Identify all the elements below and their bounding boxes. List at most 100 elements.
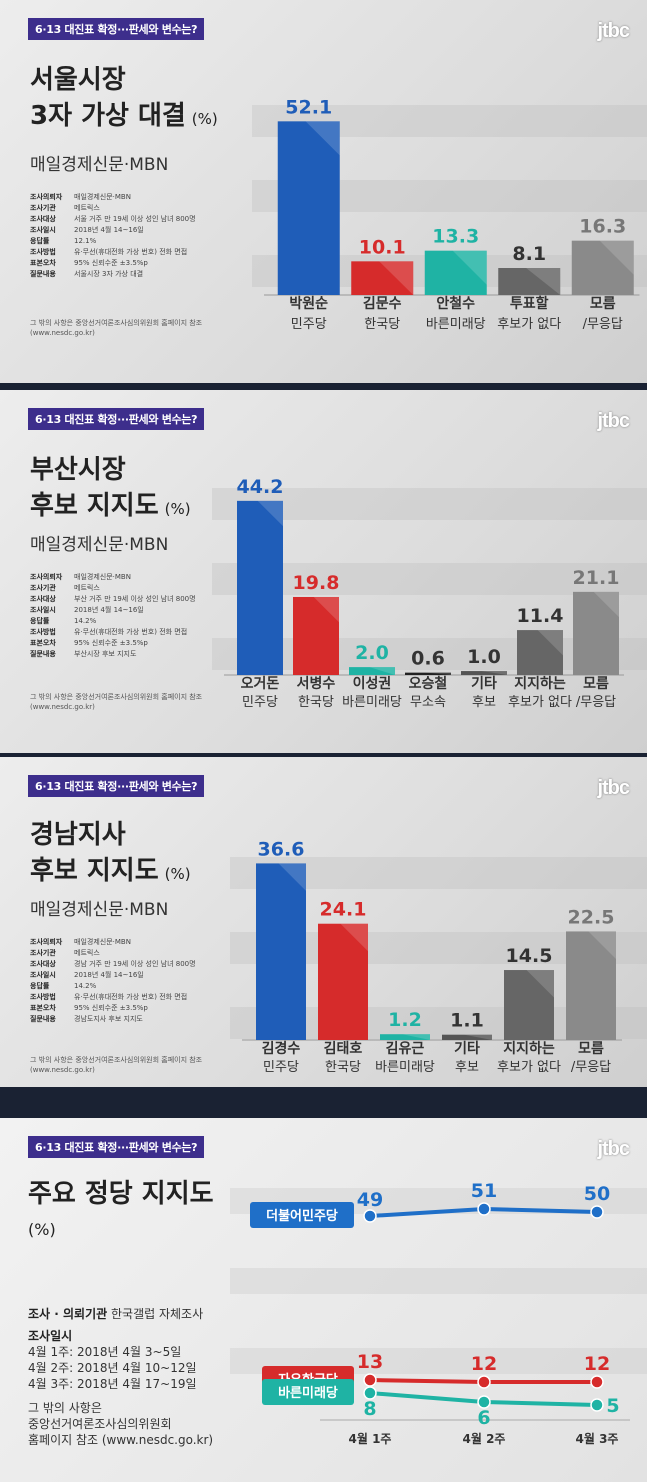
meta-row: 조사의뢰자 매일경제신문·MBN — [30, 937, 196, 948]
category-label: 오거돈 — [241, 676, 280, 692]
category-label: 기타 — [471, 676, 497, 692]
meta-value: 경남 거주 만 19세 이상 성인 남녀 800명 — [74, 960, 196, 968]
data-label: 16.3 — [579, 216, 626, 238]
series-name-badge — [250, 1202, 354, 1228]
data-label: 8 — [363, 1398, 376, 1420]
meta-row: 질문내용 부산시장 후보 지지도 — [30, 649, 196, 660]
meta-value: 14.2% — [74, 982, 97, 990]
data-label: 51 — [471, 1180, 497, 1202]
bar — [405, 672, 451, 675]
data-label: 12 — [584, 1353, 610, 1375]
meta-value: 부산시장 후보 지지도 — [74, 650, 137, 658]
meta-key: 질문내용 — [30, 1015, 56, 1023]
category-sublabel: 민주당 — [263, 1060, 299, 1075]
chart-panel-party-support: 6·13 대진표 확정···판세와 변수는? jtbc 주요 정당 지지도 (%… — [0, 1118, 647, 1482]
meta-row: 조사의뢰자 매일경제신문·MBN — [30, 572, 196, 583]
data-label: 8.1 — [512, 243, 546, 265]
meta-row: 조사대상 부산 거주 만 19세 이상 성인 남녀 800명 — [30, 594, 196, 605]
meta-value: 메트릭스 — [74, 949, 100, 957]
bar — [424, 250, 487, 295]
meta-row: 조사의뢰자 매일경제신문·MBN — [30, 192, 196, 203]
category-sublabel: 바른미래당 — [342, 695, 402, 710]
meta-row: 조사방법 유·무선(휴대전화 가상 번호) 전화 면접 — [30, 247, 196, 258]
title-line1: 서울시장 — [30, 65, 126, 95]
meta-value: 매일경제신문·MBN — [74, 193, 131, 201]
meta-row: 조사대상 경남 거주 만 19세 이상 성인 남녀 800명 — [30, 959, 196, 970]
bar-shine — [526, 970, 554, 998]
category-label: 김문수 — [363, 295, 402, 312]
bar-shine — [593, 591, 619, 618]
meta-value: 경남도지사 후보 지지도 — [74, 1015, 143, 1023]
meta-key: 조사의뢰자 — [30, 193, 63, 201]
meta-key: 조사기관 — [30, 584, 56, 592]
meta-value: 95% 신뢰수준 ±3.5%p — [74, 259, 148, 267]
bar — [504, 970, 554, 1040]
meta-row: 조사대상 서울 거주 만 19세 이상 성인 남녀 800명 — [30, 214, 196, 225]
meta-key: 조사방법 — [30, 628, 56, 636]
meta-row: 질문내용 경남도지사 후보 지지도 — [30, 1014, 196, 1025]
category-sublabel: 후보 — [472, 695, 496, 710]
meta-key: 표본오차 — [30, 259, 56, 267]
category-label: 오승철 — [409, 676, 448, 692]
data-label: 52.1 — [285, 96, 332, 118]
bar — [442, 1034, 492, 1040]
category-label: 김유근 — [386, 1040, 425, 1057]
category-label: 기타 — [454, 1041, 480, 1057]
survey-date: 4월 2주: 2018년 4월 10~12일 — [28, 1361, 197, 1375]
jtbc-logo: jtbc — [597, 20, 630, 42]
bar — [517, 630, 563, 675]
background-band — [212, 488, 647, 520]
title-line2: 후보 지지도 — [30, 856, 159, 886]
poll-source: 매일경제신문·MBN — [30, 155, 169, 175]
bar — [256, 863, 306, 1040]
data-point — [363, 1373, 377, 1387]
poll-source: 매일경제신문·MBN — [30, 535, 169, 555]
data-label: 36.6 — [258, 838, 305, 860]
meta-value: 메트릭스 — [74, 584, 100, 592]
bar-shine — [379, 261, 414, 295]
meta-row: 조사일시 2018년 4월 14~16일 — [30, 605, 196, 616]
data-point — [590, 1205, 604, 1219]
category-sublabel: 민주당 — [242, 695, 278, 710]
jtbc-logo: jtbc — [597, 777, 630, 799]
title-line1: 주요 정당 지지도 — [28, 1179, 214, 1209]
meta-value: 메트릭스 — [74, 204, 100, 212]
series-name-badge — [262, 1379, 354, 1405]
meta-value: 부산 거주 만 19세 이상 성인 남녀 800명 — [74, 595, 196, 603]
bar — [293, 596, 339, 675]
meta-key: 표본오차 — [30, 1004, 56, 1012]
meta-value: 유·무선(휴대전화 가상 번호) 전화 면접 — [74, 248, 188, 256]
bar-shine — [257, 500, 283, 527]
category-sublabel: 후보가 없다 — [508, 695, 572, 710]
category-sublabel: 바른미래당 — [426, 317, 486, 332]
data-point — [477, 1202, 491, 1216]
meta-key: 응답률 — [30, 982, 50, 990]
segment-tag: 6·13 대진표 확정···판세와 변수는? — [28, 408, 205, 430]
title-line2: 후보 지지도 — [30, 491, 159, 521]
bar-shine — [537, 630, 563, 656]
data-point — [477, 1375, 491, 1389]
meta-key: 응답률 — [30, 617, 50, 625]
jtbc-logo: jtbc — [597, 410, 630, 432]
meta-row: 조사방법 유·무선(휴대전화 가상 번호) 전화 면접 — [30, 992, 196, 1003]
category-label: 안철수 — [436, 295, 475, 312]
bar — [461, 671, 507, 675]
data-label: 24.1 — [320, 899, 367, 921]
meta-value: 95% 신뢰수준 ±3.5%p — [74, 1004, 148, 1012]
meta-value: 매일경제신문·MBN — [74, 573, 131, 581]
bar — [277, 121, 340, 295]
category-label: 서병수 — [297, 675, 336, 692]
data-label: 19.8 — [293, 572, 340, 594]
chart-title: 경남지사 후보 지지도 (%) — [30, 817, 191, 892]
title-line2: 3자 가상 대결 — [30, 101, 186, 131]
data-label: 1.1 — [450, 1010, 484, 1032]
x-tick-label: 4월 2주 — [463, 1431, 506, 1446]
bar-shine — [340, 923, 368, 952]
meta-key: 조사의뢰자 — [30, 573, 63, 581]
poll-meta: 조사의뢰자 매일경제신문·MBN 조사기관 메트릭스 조사대상 경남 거주 만 19세 이… — [30, 937, 196, 1025]
dates-label: 조사일시 — [28, 1329, 73, 1343]
bar-shine — [425, 672, 451, 675]
chart-title: 부산시장 후보 지지도 (%) — [30, 452, 191, 527]
